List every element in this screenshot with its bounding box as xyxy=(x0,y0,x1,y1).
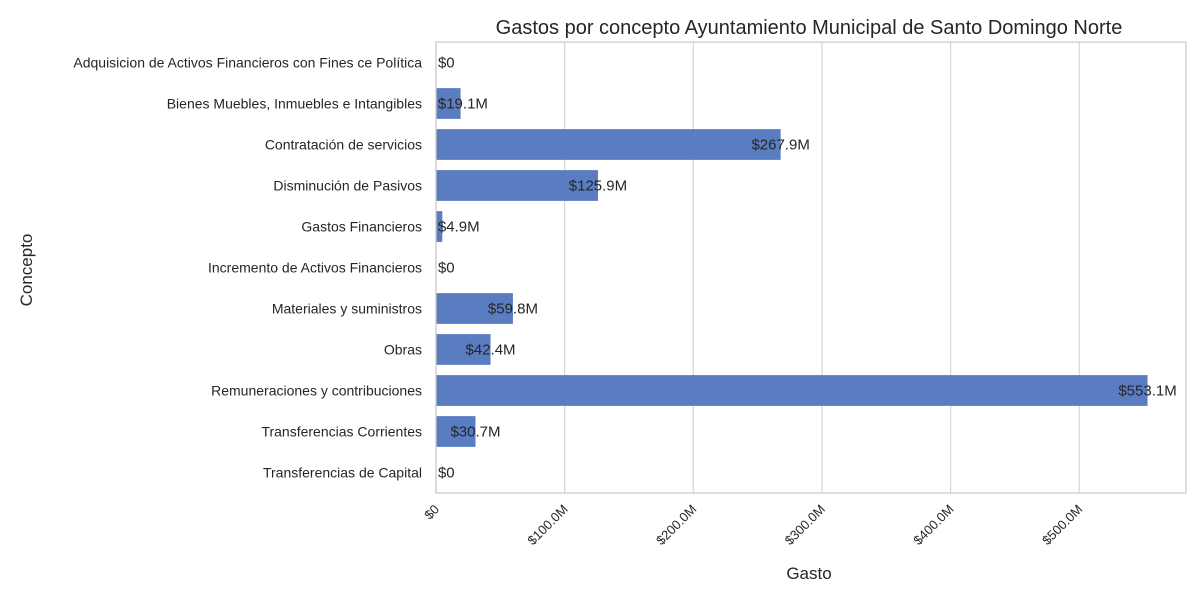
data-label: $19.1M xyxy=(438,96,488,113)
y-tick-label: Disminución de Pasivos xyxy=(273,178,422,194)
data-label: $267.9M xyxy=(751,137,809,154)
bars xyxy=(436,88,1148,447)
data-label: $4.9M xyxy=(438,219,480,236)
bar xyxy=(436,211,443,242)
bar xyxy=(436,334,491,365)
data-label: $30.7M xyxy=(450,424,500,441)
chart-title: Gastos por concepto Ayuntamiento Municip… xyxy=(496,17,1123,39)
data-label: $125.9M xyxy=(569,178,627,195)
data-labels: $0 $19.1M $267.9M $125.9M $4.9M $0 $59.8M $42.4… xyxy=(438,55,1177,482)
bar xyxy=(436,170,598,201)
y-tick-label: Contratación de servicios xyxy=(265,137,422,153)
x-tick-label: $200.0M xyxy=(653,502,699,548)
y-tick-label: Remuneraciones y contribuciones xyxy=(211,383,422,399)
y-tick-label: Adquisicion de Activos Financieros con F… xyxy=(73,55,422,71)
y-tick-label: Gastos Financieros xyxy=(301,219,422,235)
bar xyxy=(436,416,476,447)
x-tick-label: $100.0M xyxy=(524,502,570,548)
bar xyxy=(436,129,781,160)
bar xyxy=(436,375,1148,406)
data-label: $42.4M xyxy=(466,342,516,359)
y-tick-label: Obras xyxy=(384,342,422,358)
data-label: $0 xyxy=(438,465,455,482)
y-axis-label: Concepto xyxy=(17,234,36,307)
x-tick-label: $500.0M xyxy=(1039,502,1085,548)
y-tick-label: Materiales y suministros xyxy=(272,301,422,317)
data-label: $0 xyxy=(438,260,455,277)
x-tick-label: $400.0M xyxy=(910,502,956,548)
y-tick-label: Transferencias de Capital xyxy=(263,465,422,481)
data-label: $59.8M xyxy=(488,301,538,318)
bar xyxy=(436,293,513,324)
y-tick-label: Incremento de Activos Financieros xyxy=(208,260,422,276)
grid-lines xyxy=(435,42,1080,493)
y-tick-label: Transferencias Corrientes xyxy=(261,424,422,440)
data-label: $0 xyxy=(438,55,455,72)
y-tick-label: Bienes Muebles, Inmuebles e Intangibles xyxy=(167,96,422,112)
x-tick-label: $0 xyxy=(421,502,442,523)
data-label: $553.1M xyxy=(1118,383,1176,400)
y-tick-labels: Adquisicion de Activos Financieros con F… xyxy=(73,55,422,481)
x-tick-label: $300.0M xyxy=(782,502,828,548)
x-axis-label: Gasto xyxy=(786,564,831,583)
axis-spines xyxy=(435,41,1187,494)
bar xyxy=(436,88,461,119)
x-tick-labels: $0 $100.0M $200.0M $300.0M $400.0M $500.0M xyxy=(421,502,1085,548)
